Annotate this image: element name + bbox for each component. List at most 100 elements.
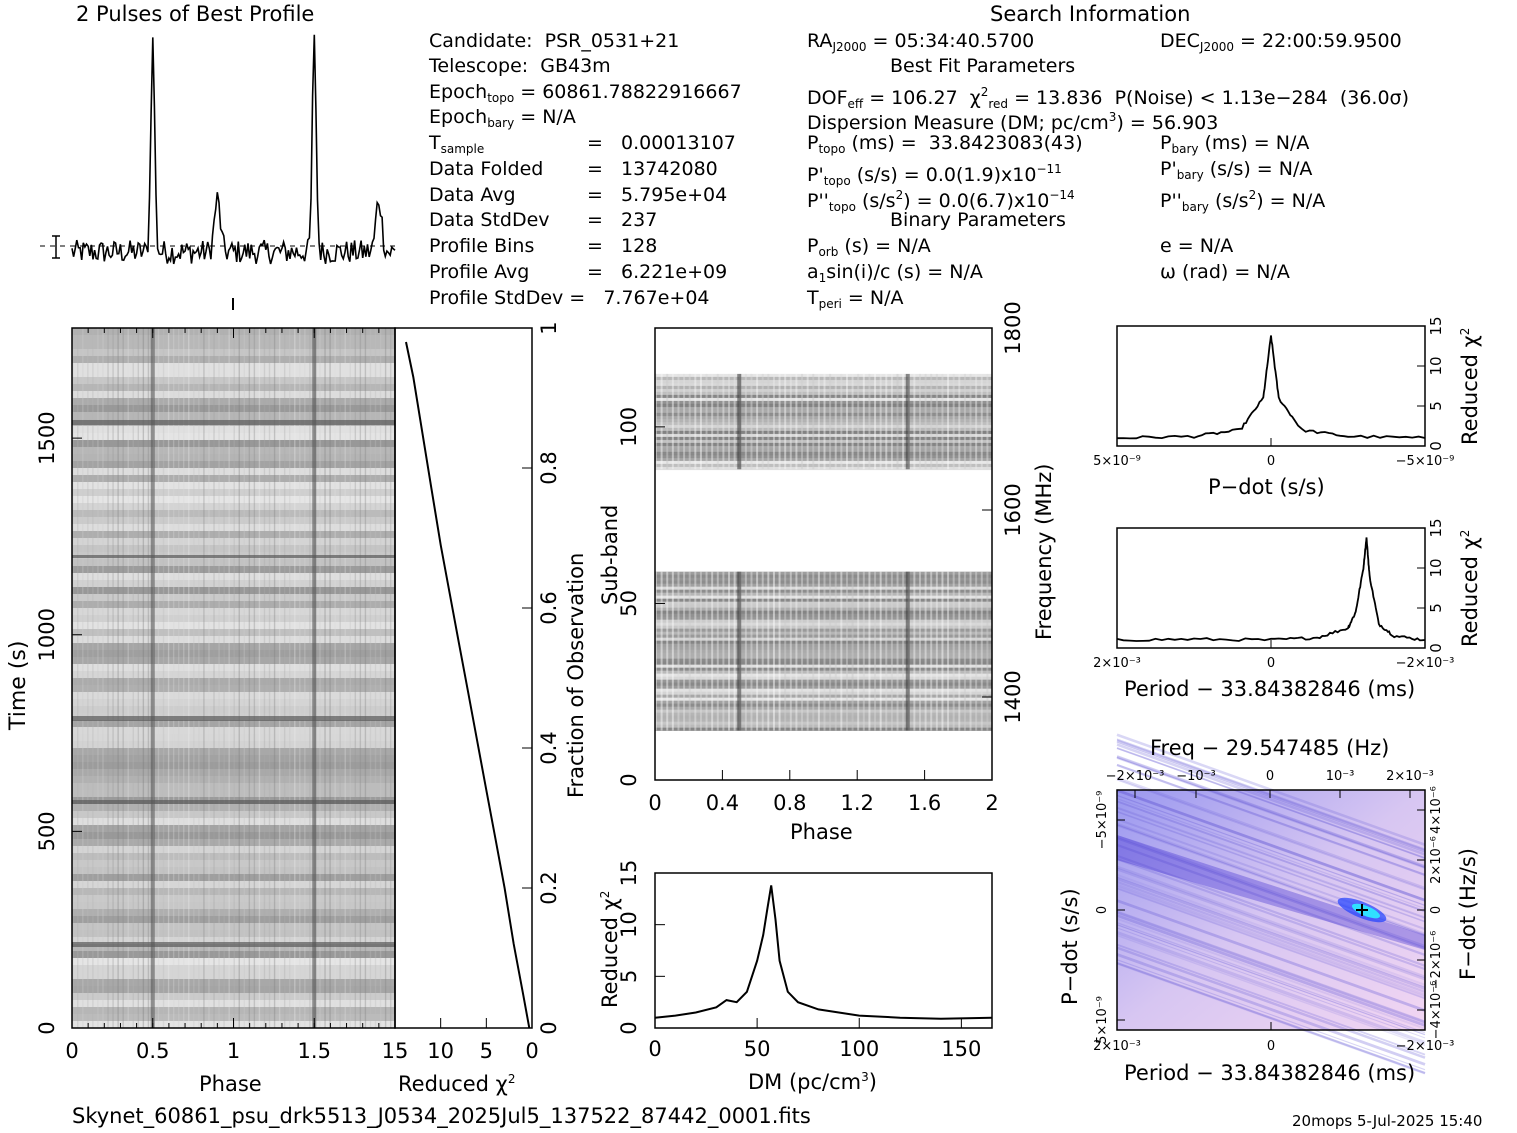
subband-col xyxy=(834,571,837,731)
period-frame xyxy=(1116,527,1426,649)
ppd-streak xyxy=(1116,739,1426,852)
time-phase-xtick-label: 0.5 xyxy=(136,1039,169,1063)
time-phase-row xyxy=(72,951,395,959)
dm-xtick-label: 50 xyxy=(744,1037,771,1061)
ppd-x2tick-label: 0 xyxy=(1266,769,1274,784)
subband-col xyxy=(952,373,955,470)
info-pd-bary: P'bary (s/s) = N/A xyxy=(1160,158,1313,182)
pdot-xtick-label: 0 xyxy=(1267,454,1275,469)
ppd-streak xyxy=(1116,876,1426,988)
period-ylabel: Reduced χ2 xyxy=(1458,529,1482,647)
time-phase-col xyxy=(273,328,276,1028)
time-phase-row xyxy=(72,615,395,623)
ppd-x2tick-label: −2×10⁻³ xyxy=(1106,769,1165,784)
time-phase-col xyxy=(77,328,79,1028)
ppd-streak xyxy=(1116,747,1426,859)
time-phase-row xyxy=(72,370,395,378)
ppd-ytick-label: −5×10⁻⁹ xyxy=(1095,791,1110,850)
info-data-stddev: Data StdDev xyxy=(429,209,550,231)
subband-col xyxy=(963,571,966,731)
pdot-xlabel: P−dot (s/s) xyxy=(1208,475,1325,499)
subband-xtick-label: 1.6 xyxy=(908,791,941,815)
chi2-time-line xyxy=(405,341,531,1029)
dm-xtick-label: 0 xyxy=(648,1037,661,1061)
time-phase-col xyxy=(268,328,271,1028)
subband-col xyxy=(845,571,848,731)
pdot-frame xyxy=(1116,325,1426,447)
subband-xtick-label: 1.2 xyxy=(840,791,873,815)
time-phase-col xyxy=(228,328,230,1028)
time-phase-ylabel: Time (s) xyxy=(6,640,31,730)
ppd-streak xyxy=(1116,885,1426,999)
ppd-streak xyxy=(1116,899,1426,1012)
subband-col xyxy=(913,373,916,470)
subband-col xyxy=(879,373,882,470)
subband-col xyxy=(671,571,674,731)
ppd-streak xyxy=(1116,778,1426,891)
subband-col xyxy=(655,571,657,731)
ppd-streak xyxy=(1116,922,1426,1034)
time-phase-row xyxy=(72,405,395,413)
time-phase-col xyxy=(374,328,377,1028)
subband-pulse xyxy=(905,373,910,470)
ppd-streak xyxy=(1116,738,1426,850)
chi2-time-ytick-label: 0 xyxy=(537,1021,561,1034)
time-phase-row xyxy=(72,671,395,679)
ppd-streak xyxy=(1116,924,1426,1036)
ppd-x2tick-label: −10⁻³ xyxy=(1176,769,1216,784)
time-phase-col xyxy=(87,328,89,1028)
subband-y2tick-label: 1800 xyxy=(1001,301,1025,354)
subband-col xyxy=(896,571,899,731)
ppd-streak xyxy=(1116,959,1426,1071)
subband-col xyxy=(845,373,848,470)
time-phase-col xyxy=(142,328,145,1028)
time-phase-ytick-label: 500 xyxy=(35,811,59,851)
time-phase-row xyxy=(72,335,395,343)
subband-col xyxy=(795,571,798,731)
subband-col xyxy=(789,571,792,731)
ppd-streak xyxy=(1116,953,1426,1066)
ppd-streak xyxy=(1116,764,1426,877)
subband-col xyxy=(660,571,663,731)
chi2-time-ytick-label: 0.8 xyxy=(537,451,561,484)
subband-xtick-label: 0.4 xyxy=(706,791,739,815)
subband-col xyxy=(935,373,938,470)
info-pdd-bary: P''bary (s/s2) = N/A xyxy=(1160,188,1326,214)
time-phase-row xyxy=(72,510,395,518)
time-phase-row xyxy=(72,622,395,630)
info-dof: DOFeff = 106.27 χ2red = 13.836 P(Noise) … xyxy=(807,85,1410,111)
time-phase-col xyxy=(389,328,392,1028)
time-phase-col xyxy=(294,328,296,1028)
ppd-streak xyxy=(1116,873,1426,986)
pdot-ytick-label: 10 xyxy=(1427,356,1445,375)
subband-col xyxy=(817,571,820,731)
info-a1sini: a1sin(i)/c (s) = N/A xyxy=(807,261,983,285)
time-phase-col xyxy=(177,328,180,1028)
subband-col xyxy=(902,373,905,470)
subband-col xyxy=(733,373,736,470)
subband-col xyxy=(986,571,989,731)
time-phase-band xyxy=(72,420,395,425)
ppd-streak xyxy=(1116,810,1426,923)
time-phase-col xyxy=(183,328,185,1028)
time-phase-col xyxy=(117,328,119,1028)
subband-col xyxy=(722,571,725,731)
subband-col xyxy=(683,571,686,731)
ppd-streak xyxy=(1116,800,1426,913)
time-phase-row xyxy=(72,706,395,714)
ppd-streak xyxy=(1116,756,1426,869)
time-phase-col xyxy=(92,328,94,1028)
chi2-vs-time-plot: 15 10 5 0 0 0.2 0.4 0.6 0.8 1 xyxy=(382,321,561,1063)
subband-col xyxy=(890,373,893,470)
subband-col xyxy=(728,373,731,470)
info-e: e = N/A xyxy=(1160,235,1234,257)
subband-col xyxy=(958,571,961,731)
footer-stamp: 20mops 5-Jul-2025 15:40 xyxy=(1292,1112,1483,1130)
time-phase-row xyxy=(72,447,395,455)
time-phase-col xyxy=(193,328,195,1028)
time-phase-row xyxy=(72,349,395,357)
subband-ytick-label: 50 xyxy=(617,590,641,617)
dm-ylabel: Reduced χ2 xyxy=(598,890,622,1008)
time-phase-ytick-label: 0 xyxy=(35,1021,59,1034)
dm-ytick-label: 10 xyxy=(617,911,641,938)
